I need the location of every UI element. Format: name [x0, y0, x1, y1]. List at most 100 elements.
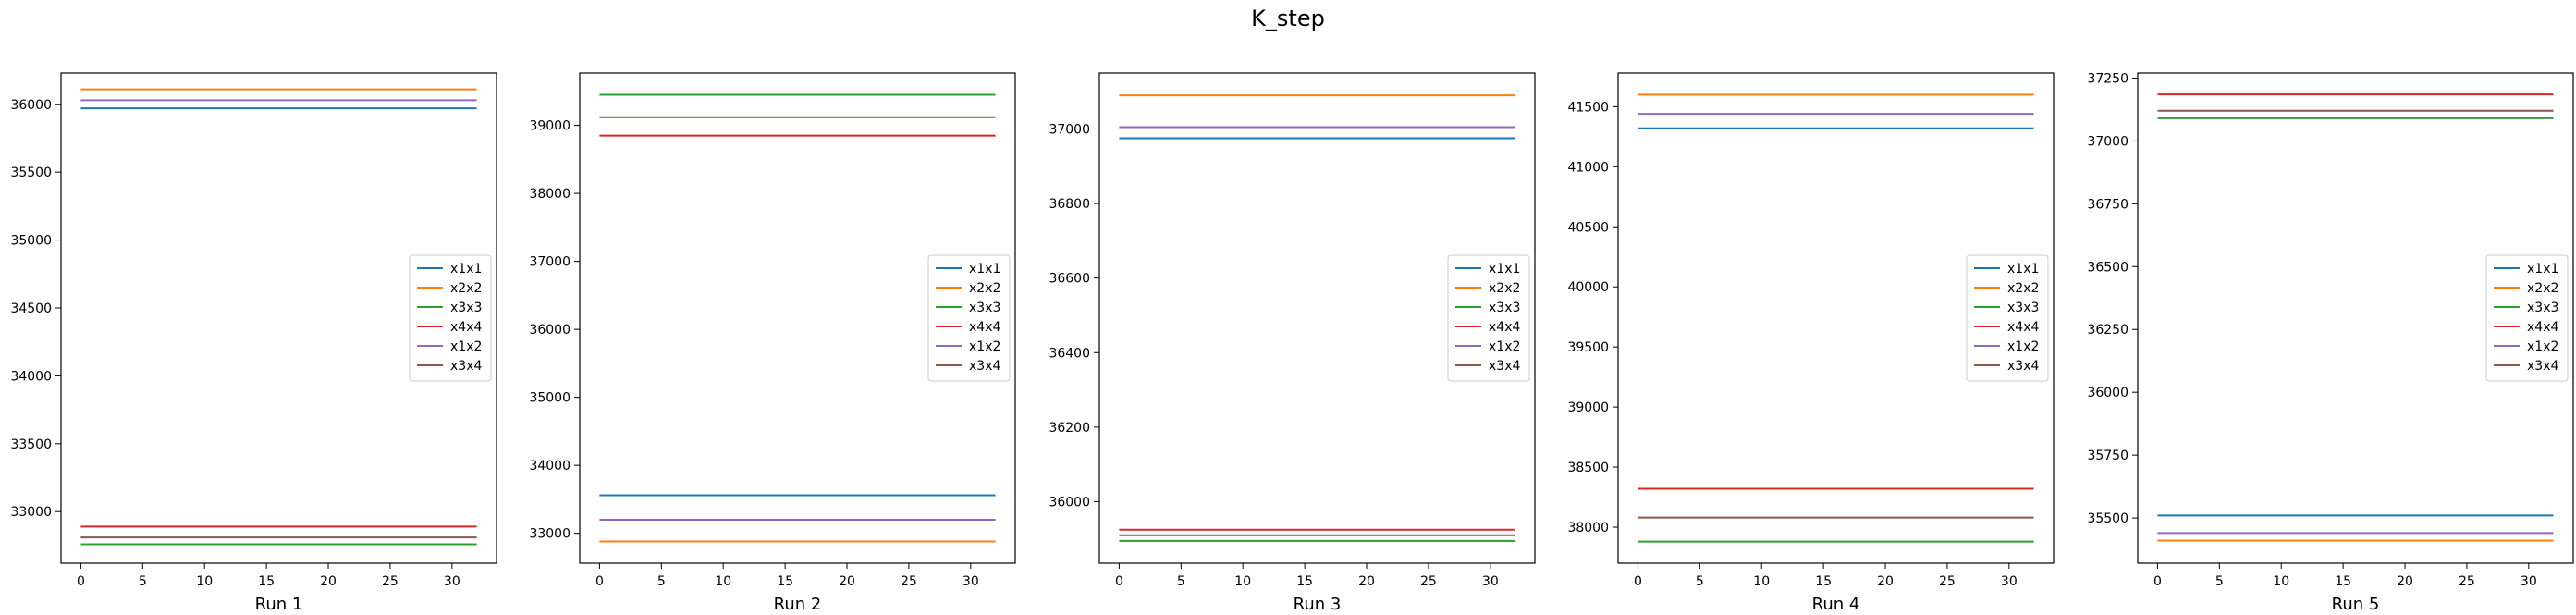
- x-tick-label: 15: [1296, 574, 1313, 589]
- x-tick-label: 15: [1815, 574, 1832, 589]
- y-tick-label: 37000: [1049, 122, 1090, 137]
- legend-label-x4x4: x4x4: [450, 320, 482, 335]
- legend-label-x3x3: x3x3: [2527, 301, 2558, 315]
- x-tick-label: 20: [320, 574, 337, 589]
- y-tick-label: 33000: [529, 527, 570, 542]
- y-tick-label: 35000: [10, 234, 52, 249]
- y-tick-label: 41000: [1567, 160, 1609, 175]
- x-tick-label: 30: [963, 574, 979, 589]
- legend-label-x1x1: x1x1: [450, 262, 482, 277]
- y-tick-label: 39000: [529, 119, 570, 134]
- legend: x1x1 x2x2 x3x3 x4x4 x1x2 x3x4: [1966, 254, 2049, 382]
- x-axis-label: Run 5: [2332, 595, 2380, 614]
- legend: x1x1 x2x2 x3x3 x4x4 x1x2 x3x4: [409, 254, 492, 382]
- legend-label-x1x2: x1x2: [969, 339, 1000, 354]
- legend-label-x3x4: x3x4: [1489, 359, 1520, 374]
- y-tick-label: 35750: [2087, 449, 2128, 463]
- x-tick-label: 20: [839, 574, 855, 589]
- x-axis-label: Run 4: [1812, 595, 1860, 614]
- x-tick-label: 25: [2459, 574, 2475, 589]
- legend-label-x2x2: x2x2: [1489, 281, 1520, 296]
- x-tick-label: 30: [2521, 574, 2537, 589]
- x-tick-label: 15: [777, 574, 793, 589]
- x-axis-label: Run 3: [1294, 595, 1342, 614]
- y-tick-label: 35500: [10, 166, 52, 180]
- y-tick-label: 34000: [10, 369, 52, 384]
- y-tick-label: 38500: [1567, 461, 1609, 475]
- x-tick-label: 5: [139, 574, 147, 589]
- x-tick-label: 10: [2273, 574, 2289, 589]
- y-tick-label: 40500: [1567, 220, 1609, 235]
- legend-label-x4x4: x4x4: [969, 320, 1000, 335]
- y-tick-label: 36600: [1049, 272, 1090, 287]
- x-tick-label: 5: [657, 574, 666, 589]
- subplot-grid: 0 5 10 15 20 25 30 33000 33500 34000 34500 35000 355…: [10, 71, 2574, 614]
- x-tick-label: 25: [1939, 574, 1956, 589]
- legend-label-x4x4: x4x4: [2527, 320, 2558, 335]
- legend-label-x1x2: x1x2: [2007, 339, 2039, 354]
- x-tick-label: 10: [196, 574, 213, 589]
- x-tick-label: 25: [382, 574, 399, 589]
- y-tick-label: 34500: [10, 301, 52, 316]
- x-tick-label: 20: [1877, 574, 1894, 589]
- legend-label-x3x3: x3x3: [969, 301, 1000, 315]
- y-tick-label: 40000: [1567, 280, 1609, 295]
- y-tick-label: 36000: [10, 98, 52, 113]
- x-tick-label: 30: [2001, 574, 2018, 589]
- plot-frame: [1098, 72, 1536, 564]
- x-tick-label: 10: [1753, 574, 1770, 589]
- y-tick-label: 37000: [529, 255, 570, 270]
- legend-label-x4x4: x4x4: [1489, 320, 1520, 335]
- y-tick-label: 36000: [2087, 386, 2128, 400]
- y-tick-label: 33000: [10, 505, 52, 520]
- legend-label-x1x2: x1x2: [2527, 339, 2558, 354]
- legend: x1x1 x2x2 x3x3 x4x4 x1x2 x3x4: [927, 254, 1011, 382]
- legend-label-x3x3: x3x3: [1489, 301, 1520, 315]
- x-tick-label: 5: [2215, 574, 2224, 589]
- x-tick-label: 10: [1234, 574, 1251, 589]
- x-tick-label: 0: [2153, 574, 2162, 589]
- legend-label-x2x2: x2x2: [2007, 281, 2039, 296]
- legend-label-x2x2: x2x2: [969, 281, 1000, 296]
- x-tick-label: 0: [1634, 574, 1642, 589]
- legend: x1x1 x2x2 x3x3 x4x4 x1x2 x3x4: [1447, 254, 1530, 382]
- y-tick-label: 36500: [2087, 260, 2128, 275]
- x-tick-label: 10: [715, 574, 731, 589]
- y-tick-label: 36750: [2087, 197, 2128, 212]
- y-tick-label: 36000: [529, 323, 570, 338]
- x-axis-label: Run 1: [255, 595, 303, 614]
- y-tick-label: 36800: [1049, 197, 1090, 212]
- x-tick-label: 15: [2335, 574, 2351, 589]
- y-tick-label: 38000: [1567, 521, 1609, 535]
- x-tick-label: 25: [901, 574, 917, 589]
- y-tick-label: 33500: [10, 437, 52, 452]
- y-tick-label: 36000: [1049, 495, 1090, 510]
- legend-label-x1x1: x1x1: [2527, 262, 2558, 277]
- x-tick-label: 5: [1177, 574, 1185, 589]
- legend-label-x3x4: x3x4: [969, 359, 1000, 374]
- x-tick-label: 0: [1115, 574, 1123, 589]
- subplot-3: 0 5 10 15 20 25 30 36000 36200 36400 36600 36800 370…: [1049, 72, 1536, 614]
- y-tick-label: 35000: [529, 391, 570, 406]
- x-tick-label: 0: [77, 574, 85, 589]
- legend-label-x2x2: x2x2: [450, 281, 482, 296]
- x-tick-label: 30: [444, 574, 460, 589]
- legend-label-x2x2: x2x2: [2527, 281, 2558, 296]
- y-tick-label: 35500: [2087, 511, 2128, 526]
- x-tick-label: 25: [1420, 574, 1437, 589]
- plot-frame: [2137, 72, 2574, 564]
- legend-label-x3x3: x3x3: [2007, 301, 2039, 315]
- subplot-4: 0 5 10 15 20 25 30 38000 38500 39000 39500 40000 405…: [1567, 72, 2055, 614]
- legend-label-x1x1: x1x1: [2007, 262, 2039, 277]
- subplot-1: 0 5 10 15 20 25 30 33000 33500 34000 34500 35000 355…: [10, 72, 497, 614]
- legend-label-x1x1: x1x1: [1489, 262, 1520, 277]
- y-tick-label: 34000: [529, 459, 570, 474]
- y-tick-label: 37000: [2087, 134, 2128, 149]
- y-tick-label: 36200: [1049, 421, 1090, 436]
- y-tick-label: 39000: [1567, 400, 1609, 415]
- x-tick-label: 20: [1358, 574, 1375, 589]
- y-tick-label: 36400: [1049, 346, 1090, 361]
- legend-label-x3x3: x3x3: [450, 301, 482, 315]
